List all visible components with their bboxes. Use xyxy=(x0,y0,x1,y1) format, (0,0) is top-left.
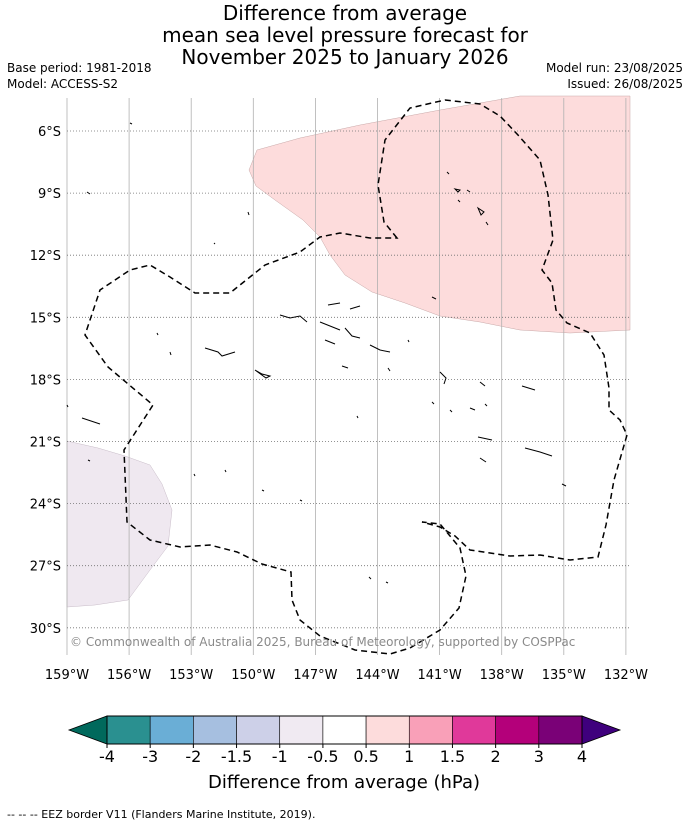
map-title: Difference from average mean sea level p… xyxy=(0,2,690,68)
meta-right: Model run: 23/08/2025 Issued: 26/08/2025 xyxy=(546,60,683,92)
map-area xyxy=(66,95,631,655)
colorbar-tick-label: -3 xyxy=(142,747,158,766)
latitude-label: 27°S xyxy=(30,560,61,575)
model-run: Model run: 23/08/2025 xyxy=(545,61,683,75)
latitude-label: 24°S xyxy=(30,498,61,513)
base-period: Base period: 1981-2018 xyxy=(7,61,152,75)
colorbar-segment xyxy=(365,715,410,745)
colorbar-segment xyxy=(452,715,496,745)
model-name: Model: ACCESS-S2 xyxy=(7,77,119,91)
eez-legend: -- -- -- EEZ border V11 (Flanders Marine… xyxy=(7,808,316,821)
colorbar-segment xyxy=(193,715,237,745)
longitude-labels: 159°W 156°W 153°W 150°W 147°W 144°W 141°W 138°W… xyxy=(45,668,648,683)
latitude-label: 30°S xyxy=(30,622,61,637)
title-line-1: Difference from average xyxy=(222,1,468,25)
longitude-label: 159°W xyxy=(45,668,89,683)
colorbar-segment xyxy=(495,715,540,745)
colorbar-segment xyxy=(149,715,194,745)
issued-date: Issued: 26/08/2025 xyxy=(567,77,683,91)
longitude-label: 138°W xyxy=(480,668,524,683)
colorbar-tick-label: 2 xyxy=(491,747,501,766)
colorbar-tick-label: 3 xyxy=(534,747,544,766)
colorbar-segment xyxy=(538,715,583,745)
longitude-label: 156°W xyxy=(107,668,151,683)
colorbar-tick-label: -0.5 xyxy=(307,747,338,766)
colorbar-tick-label: -4 xyxy=(99,747,115,766)
latitude-label: 15°S xyxy=(30,311,61,326)
latitude-label: 12°S xyxy=(30,249,61,264)
longitude-label: 150°W xyxy=(231,668,275,683)
latitude-label: 18°S xyxy=(30,373,61,388)
colorbar-tick-label: 0.5 xyxy=(353,747,378,766)
colorbar-tick-label: -1.5 xyxy=(221,747,252,766)
longitude-label: 132°W xyxy=(604,668,648,683)
colorbar-tick-label: 1.5 xyxy=(440,747,465,766)
colorbar-under-arrow xyxy=(67,715,108,745)
longitude-label: 147°W xyxy=(293,668,337,683)
colorbar-tick-label: -1 xyxy=(272,747,288,766)
islands xyxy=(66,122,567,584)
longitude-label: 141°W xyxy=(418,668,462,683)
colorbar-segment xyxy=(106,715,151,745)
copyright-notice: © Commonwealth of Australia 2025, Bureau… xyxy=(70,635,575,649)
colorbar-over-arrow xyxy=(581,715,622,745)
longitude-label: 135°W xyxy=(542,668,586,683)
colorbar: -4 -3 -2 -1.5 -1 -0.5 0.5 1 1.5 2 3 4 xyxy=(67,715,622,766)
meta-left: Base period: 1981-2018 Model: ACCESS-S2 xyxy=(7,60,152,92)
title-line-2: mean sea level pressure forecast for xyxy=(162,23,528,47)
colorbar-segment xyxy=(322,715,367,745)
colorbar-tick-label: -2 xyxy=(185,747,201,766)
negative-anomaly-region xyxy=(66,440,173,608)
latitude-label: 21°S xyxy=(30,436,61,451)
title-line-3: November 2025 to January 2026 xyxy=(181,45,509,69)
colorbar-segment xyxy=(236,715,281,745)
colorbar-tick-label: 1 xyxy=(404,747,414,766)
latitude-label: 6°S xyxy=(38,125,61,140)
latitude-label: 9°S xyxy=(38,187,61,202)
longitude-label: 153°W xyxy=(169,668,213,683)
longitude-label: 144°W xyxy=(355,668,399,683)
grid-lines xyxy=(66,98,630,655)
eez-border xyxy=(84,99,628,655)
colorbar-segment xyxy=(408,715,453,745)
latitude-labels: 6°S 9°S 12°S 15°S 18°S 21°S 24°S 27°S 30°S xyxy=(30,125,61,637)
colorbar-segment xyxy=(279,715,324,745)
colorbar-tick-label: 4 xyxy=(577,747,587,766)
colorbar-label: Difference from average (hPa) xyxy=(208,772,480,793)
